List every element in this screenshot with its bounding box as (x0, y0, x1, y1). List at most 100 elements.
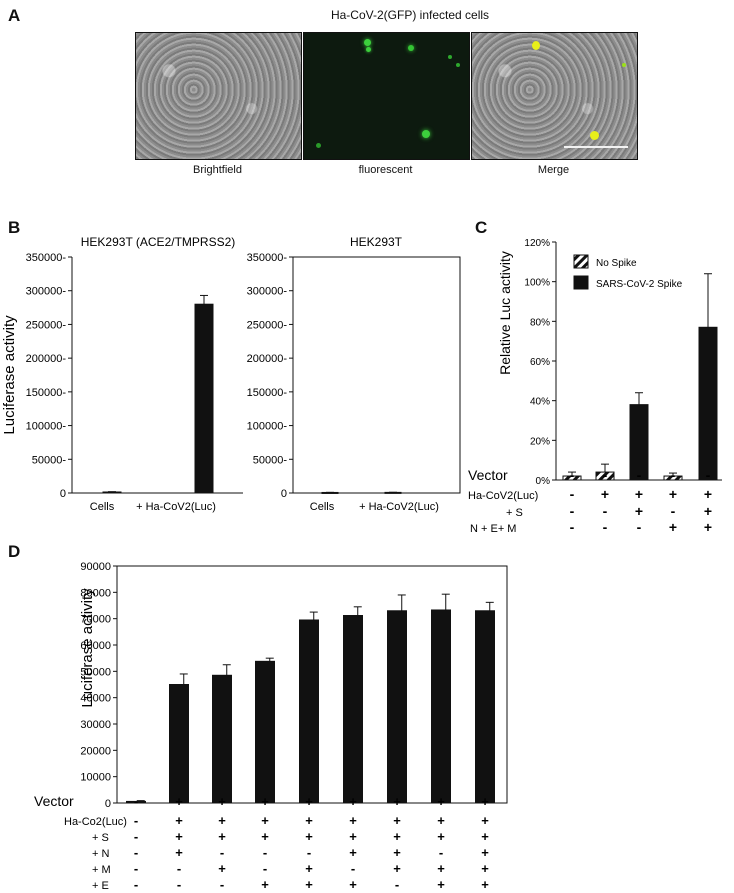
condition-sign: + (305, 877, 313, 892)
bar (126, 800, 146, 804)
brightfield-image (135, 32, 302, 160)
condition-row-label: + S (506, 507, 523, 519)
scale-bar (564, 146, 628, 148)
condition-sign: + (437, 794, 445, 809)
condition-sign: + (481, 861, 489, 876)
y-tick-label: 300000- (26, 286, 67, 298)
condition-sign: - (706, 467, 711, 483)
y-tick-label: 90000 (80, 561, 111, 573)
condition-row-label: Vector (468, 467, 508, 483)
y-tick-label: 350000- (26, 252, 67, 264)
condition-sign: - (263, 845, 267, 860)
brightfield-caption: Brightfield (193, 164, 242, 176)
condition-sign: - (637, 519, 642, 535)
panel-a-title: Ha-CoV-2(GFP) infected cells (330, 8, 490, 22)
merge-image (471, 32, 638, 160)
condition-sign: + (393, 845, 401, 860)
condition-row-label: + N (92, 848, 109, 860)
bar (343, 615, 363, 804)
condition-sign: + (481, 829, 489, 844)
condition-sign: - (603, 467, 608, 483)
x-tick-label: + Ha-CoV2(Luc) (359, 501, 439, 513)
gfp-cell (448, 55, 452, 59)
x-tick-label: Cells (310, 501, 335, 513)
condition-sign: + (704, 486, 712, 502)
y-tick-label: 10000 (80, 772, 111, 784)
condition-sign: + (305, 829, 313, 844)
condition-sign: - (307, 845, 311, 860)
panel-d-letter: D (8, 542, 21, 561)
condition-sign: + (481, 813, 489, 828)
condition-sign: - (395, 877, 399, 892)
y-tick-label: 350000- (247, 252, 288, 264)
condition-sign: - (177, 877, 181, 892)
y-tick-label: 60000 (80, 640, 111, 652)
bar (194, 303, 214, 494)
condition-sign: + (349, 794, 357, 809)
gfp-cell (408, 45, 414, 51)
condition-sign: - (603, 503, 608, 519)
condition-sign: - (134, 861, 138, 876)
condition-sign: + (349, 813, 357, 828)
y-tick-label: 100% (524, 278, 550, 289)
condition-sign: - (671, 467, 676, 483)
chart-title: HEK293T (ACE2/TMPRSS2) (81, 235, 236, 249)
chart-title: HEK293T (350, 235, 403, 249)
condition-row-label: Ha-CoV2(Luc) (468, 490, 538, 502)
legend-swatch-no-spike (573, 254, 589, 269)
condition-sign: + (437, 877, 445, 892)
condition-sign: - (603, 519, 608, 535)
condition-sign: - (177, 861, 181, 876)
legend-label: No Spike (596, 258, 637, 269)
legend-label: SARS-CoV-2 Spike (596, 279, 683, 290)
y-tick-label: 0 (60, 488, 66, 500)
x-tick-label: + Ha-CoV2(Luc) (136, 501, 216, 513)
gfp-cell (366, 47, 371, 52)
fluorescent-caption: fluorescent (358, 164, 413, 176)
condition-sign: + (261, 813, 269, 828)
condition-sign: + (218, 794, 226, 809)
condition-sign: + (305, 861, 313, 876)
y-tick-label: 70000 (80, 614, 111, 626)
condition-row-label: + S (92, 832, 109, 844)
y-tick-label: 80% (530, 317, 550, 328)
y-tick-label: 30000 (80, 719, 111, 731)
condition-sign: + (669, 486, 677, 502)
condition-sign: - (220, 845, 224, 860)
y-tick-label: 0 (281, 488, 287, 500)
bar (475, 610, 495, 804)
y-tick-label: 40000 (80, 693, 111, 705)
condition-sign: - (263, 861, 267, 876)
panel-d-ylabel: Luciferase activity (79, 588, 96, 708)
y-tick-label: 20000 (80, 745, 111, 757)
condition-sign: + (635, 503, 643, 519)
y-tick-label: 200000- (26, 353, 67, 365)
condition-sign: + (261, 794, 269, 809)
y-tick-label: 250000- (247, 319, 288, 331)
condition-sign: - (134, 877, 138, 892)
fluorescent-image (303, 32, 470, 160)
condition-sign: - (134, 845, 138, 860)
condition-sign: + (218, 813, 226, 828)
panel-b-ylabel: Luciferase activity (1, 315, 18, 435)
condition-sign: - (439, 845, 443, 860)
condition-sign: + (481, 845, 489, 860)
condition-sign: - (570, 486, 575, 502)
legend-swatch-spike (573, 275, 589, 290)
y-tick-label: 20% (530, 436, 550, 447)
bar (169, 684, 189, 804)
condition-sign: + (305, 813, 313, 828)
bar (299, 619, 319, 804)
condition-sign: + (261, 877, 269, 892)
condition-sign: + (349, 845, 357, 860)
condition-sign: + (261, 829, 269, 844)
condition-sign: + (393, 813, 401, 828)
condition-sign: + (175, 794, 183, 809)
y-tick-label: 100000- (26, 421, 67, 433)
gfp-cell (422, 130, 430, 138)
condition-sign: + (437, 829, 445, 844)
panel-b-letter: B (8, 218, 21, 237)
bar (387, 610, 407, 804)
condition-sign: - (570, 519, 575, 535)
